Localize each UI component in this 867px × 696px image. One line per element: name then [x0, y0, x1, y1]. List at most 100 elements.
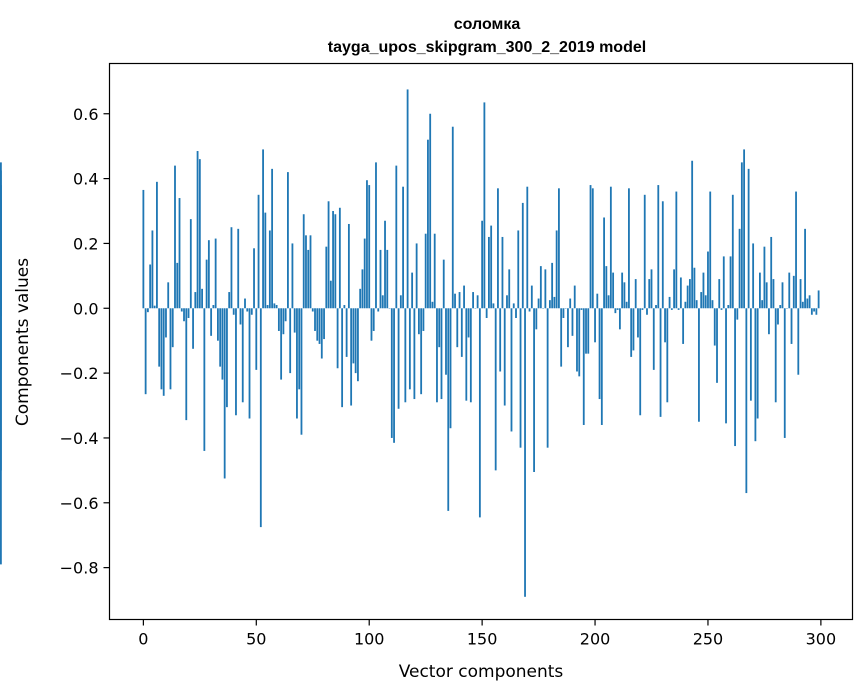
bar-87 [338, 207, 341, 309]
bar-93 [352, 308, 355, 364]
x-tick-label: 50 [246, 630, 266, 649]
bar-103 [375, 162, 377, 309]
bar-200 [594, 308, 596, 343]
bar-196 [585, 308, 587, 354]
bar-159 [501, 236, 504, 309]
bar-272 [756, 308, 759, 419]
bar-237 [677, 308, 680, 310]
bar-39 [230, 227, 233, 309]
bar-90 [345, 308, 348, 357]
bar-174 [535, 308, 538, 330]
bar-105 [379, 249, 382, 309]
bar-225 [650, 269, 653, 309]
bar-35 [221, 308, 224, 380]
bar-264 [738, 228, 741, 309]
bar-13 [171, 308, 174, 348]
bar-241 [686, 285, 689, 309]
bar-227 [655, 305, 657, 309]
bar-38 [228, 292, 231, 309]
bar-28 [205, 259, 208, 309]
bar-111 [393, 308, 395, 443]
bar-151 [483, 102, 486, 309]
bar-230 [661, 201, 664, 309]
bar-34 [219, 308, 222, 367]
bar-273 [759, 272, 761, 309]
bar-293 [804, 228, 806, 309]
bar-214 [625, 301, 628, 309]
bar-188 [567, 308, 569, 348]
bar-247 [700, 292, 703, 309]
bar-276 [765, 282, 768, 309]
bar-4 [151, 230, 154, 309]
bar-57 [271, 168, 274, 309]
bar-120 [413, 308, 416, 400]
bar-132 [440, 308, 443, 400]
bar-59 [275, 305, 278, 309]
bar-156 [494, 308, 497, 471]
bar-218 [634, 279, 637, 309]
bar-270 [752, 243, 755, 309]
bar-40 [232, 308, 235, 315]
bar-58 [273, 303, 276, 309]
bar-2 [146, 308, 149, 313]
bar-148 [476, 295, 479, 309]
bar-98 [363, 238, 366, 309]
bar-257 [722, 256, 725, 309]
bar-91 [347, 223, 350, 309]
y-tick-label: 0.2 [73, 234, 98, 253]
bar-110 [390, 308, 393, 438]
bar-79 [320, 308, 323, 359]
bar-107 [384, 220, 386, 309]
bar-139 [456, 308, 459, 348]
bar-250 [707, 251, 709, 309]
bar-164 [512, 303, 515, 309]
bar-72 [305, 235, 307, 309]
plot-area-frame [108, 62, 854, 621]
bar-19 [185, 308, 188, 421]
bar-179 [546, 308, 549, 448]
bar-226 [652, 308, 655, 370]
bar-207 [609, 186, 612, 309]
bar-298 [815, 308, 818, 315]
bar-166 [517, 230, 520, 309]
bar-76 [314, 308, 316, 331]
bar-215 [628, 188, 630, 309]
bar-265 [740, 162, 743, 309]
bar-254 [716, 308, 718, 383]
chart-title: соломка [454, 16, 521, 33]
bar-172 [530, 285, 533, 309]
bar-126 [427, 139, 429, 309]
bar-277 [768, 308, 770, 335]
bar-202 [598, 308, 601, 400]
bar-248 [702, 272, 705, 309]
bar-228 [657, 185, 660, 309]
bar-71 [302, 214, 305, 309]
bar-155 [492, 303, 495, 309]
bar-83 [329, 280, 332, 309]
bar-208 [612, 272, 615, 309]
x-tick-label: 0 [138, 630, 148, 649]
bar-45 [244, 298, 246, 309]
bar-143 [465, 308, 468, 401]
bar-89 [343, 305, 346, 309]
chart-subtitle: tayga_upos_skipgram_300_2_2019 model [328, 39, 646, 56]
bar-260 [729, 256, 732, 309]
bar-25 [198, 159, 201, 309]
bar-125 [424, 233, 427, 309]
bar-32 [214, 238, 217, 309]
bar-287 [790, 308, 793, 344]
bar-62 [282, 308, 285, 335]
bar-152 [485, 308, 488, 318]
bar-121 [415, 243, 418, 309]
bar-33 [217, 308, 219, 341]
bar-128 [431, 301, 434, 309]
bar-236 [675, 191, 678, 309]
bar-77 [316, 308, 319, 341]
bar-299 [817, 290, 820, 309]
bar-46 [246, 308, 249, 312]
x-tick-label: 300 [806, 630, 837, 649]
y-tick-label: −0.6 [60, 494, 99, 513]
bar-173 [533, 308, 535, 472]
bar-114 [399, 295, 402, 309]
